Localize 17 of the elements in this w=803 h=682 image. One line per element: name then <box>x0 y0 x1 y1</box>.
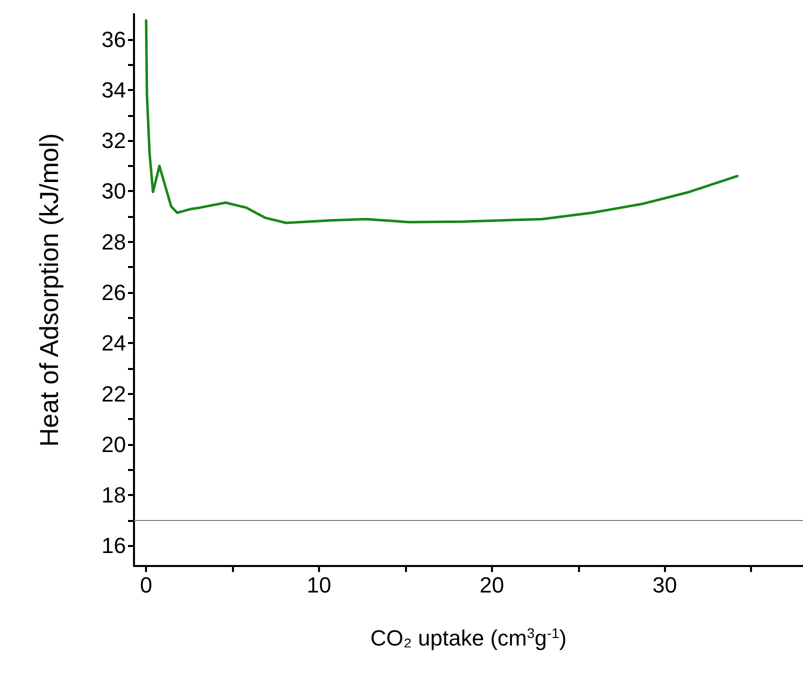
y-tick-label: 32 <box>102 128 126 154</box>
y-axis-title: Heat of Adsorption (kJ/mol) <box>34 133 64 447</box>
x-tick-label: 10 <box>306 572 332 598</box>
y-tick-label: 18 <box>102 482 126 508</box>
y-tick-label: 16 <box>102 533 126 558</box>
y-tick-label: 30 <box>102 178 126 204</box>
line-series <box>144 19 739 224</box>
x-tick-label: 30 <box>652 572 677 598</box>
x-tick-label: 0 <box>140 572 152 598</box>
x-tick-label: 20 <box>480 572 504 598</box>
y-tick-label: 28 <box>102 229 126 254</box>
y-tick-label: 22 <box>102 381 126 406</box>
y-tick-label: 24 <box>102 330 126 356</box>
y-tick-label: 26 <box>102 280 126 306</box>
y-tick-label: 36 <box>102 26 126 52</box>
y-tick-label: 20 <box>102 432 126 457</box>
y-tick-label: 34 <box>102 77 126 102</box>
